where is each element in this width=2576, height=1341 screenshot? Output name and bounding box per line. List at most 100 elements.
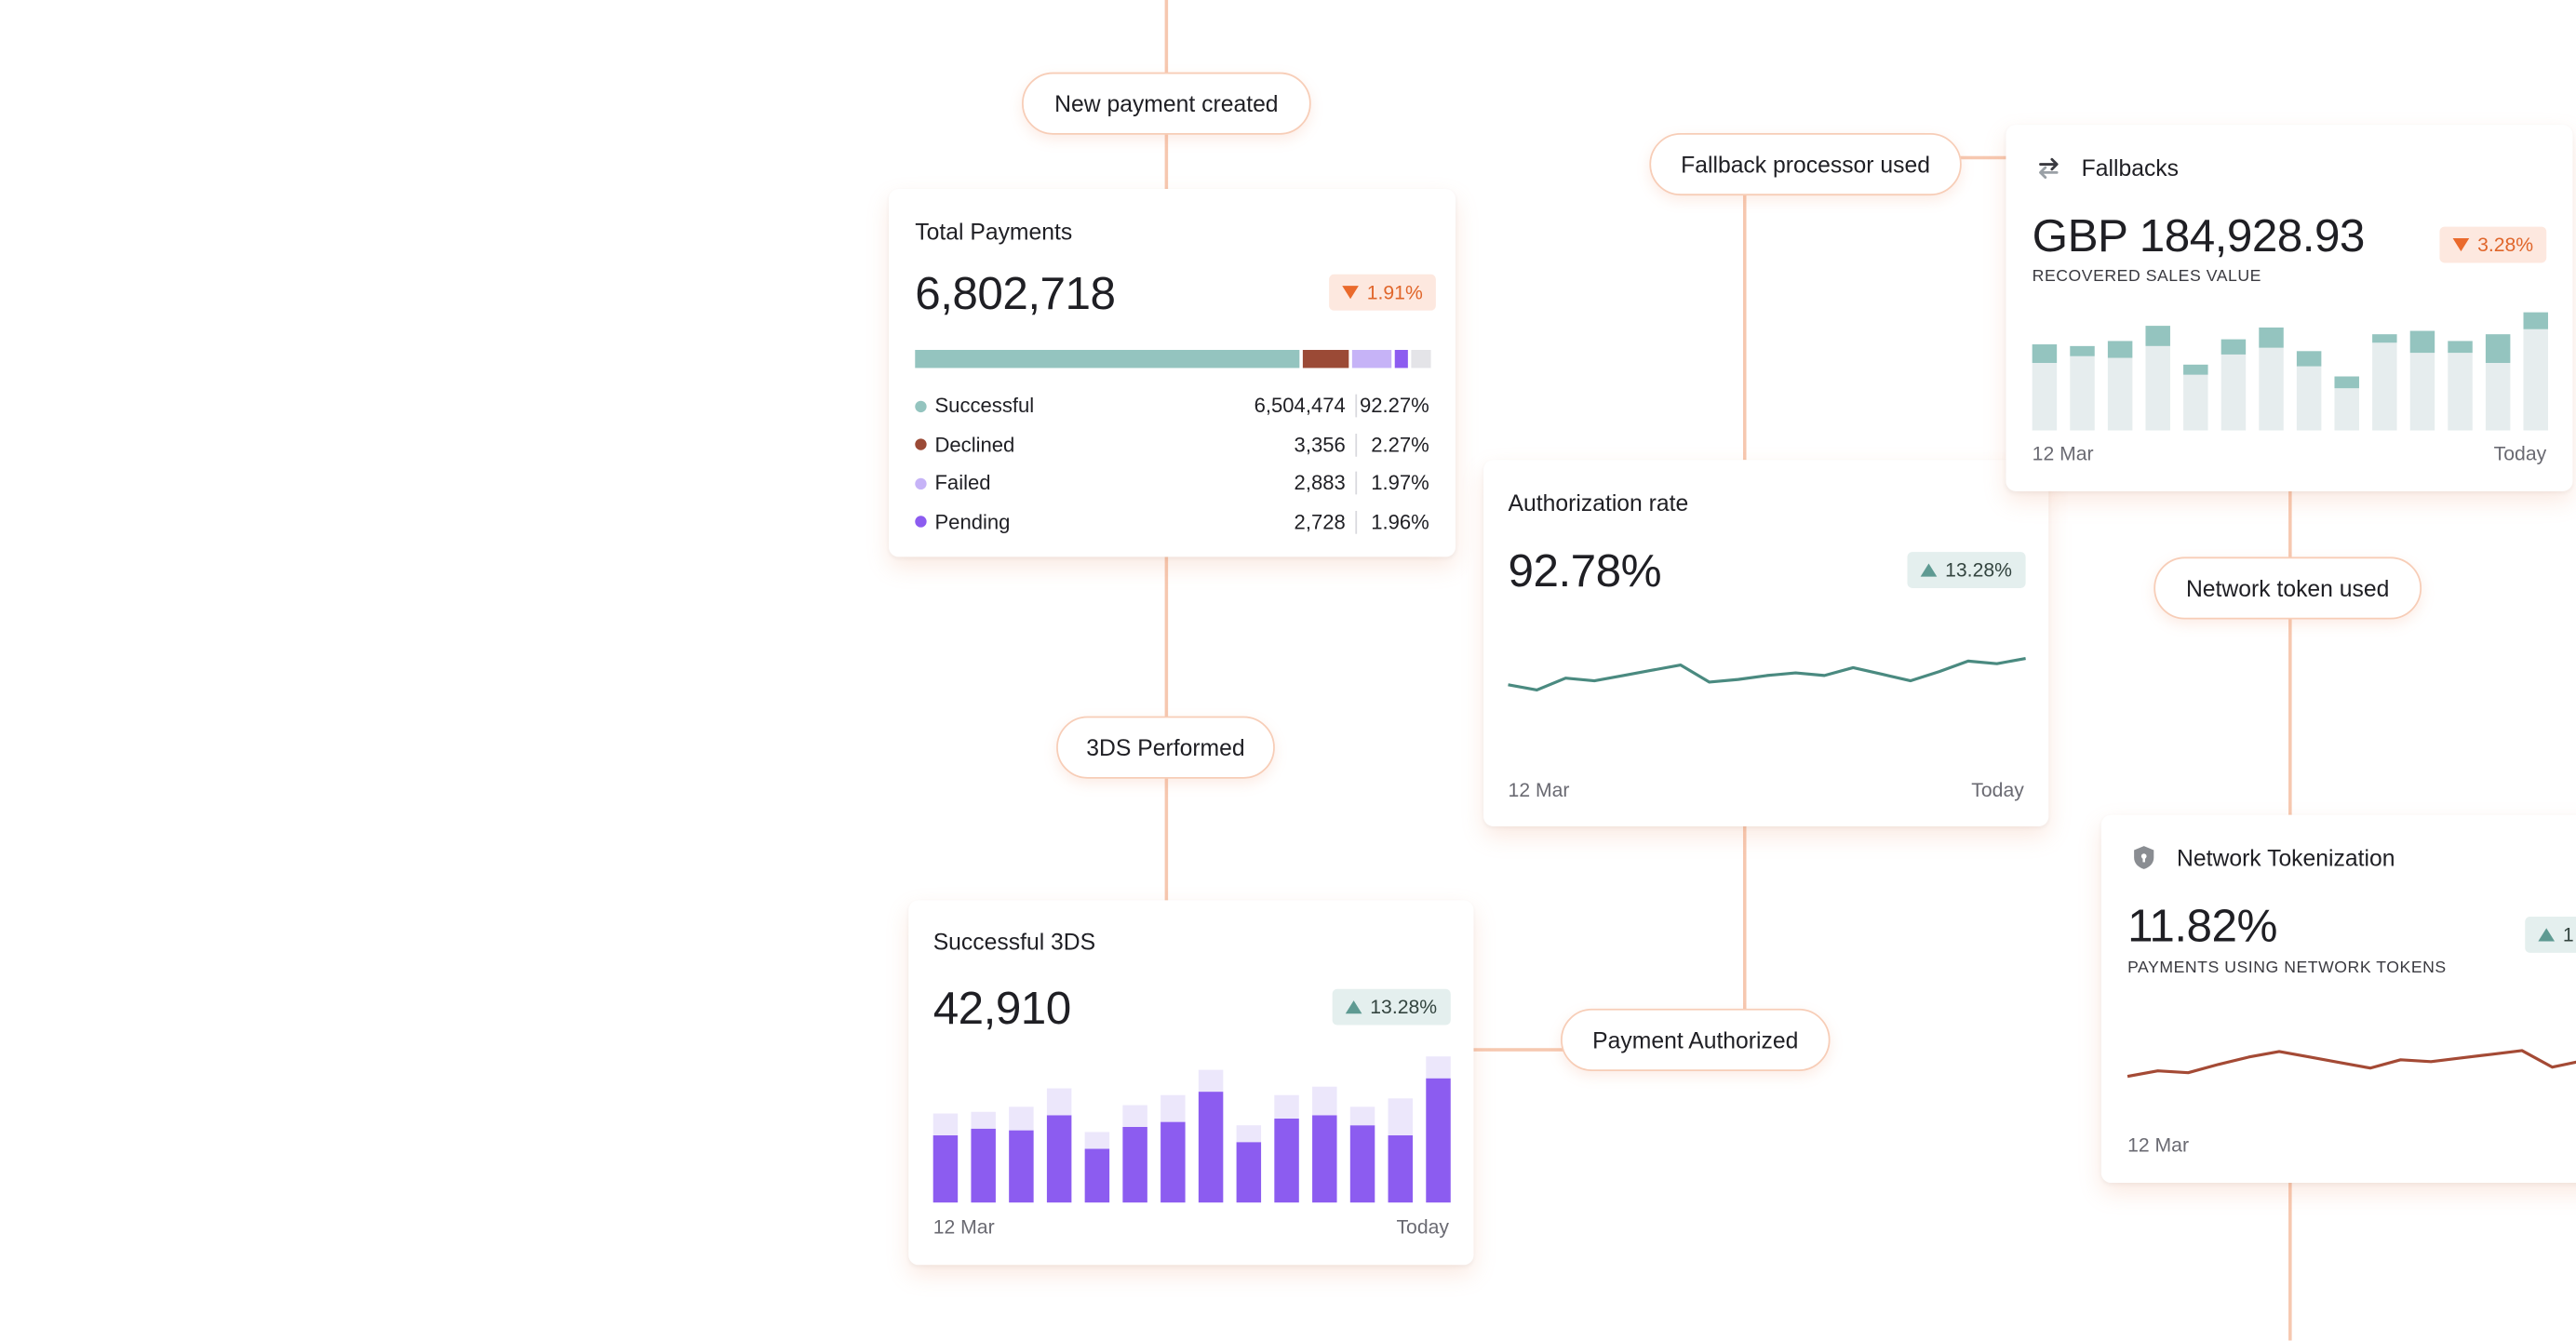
card-title: Fallbacks xyxy=(2081,154,2180,181)
successful-3ds-bar-1-s0 xyxy=(971,1128,996,1203)
successful-3ds-bar-1-s1 xyxy=(971,1111,996,1129)
successful-3ds-bar-5-s1 xyxy=(1122,1105,1147,1127)
authorization-rate-line xyxy=(1508,656,2026,692)
fallbacks-bar-10-s0 xyxy=(2409,353,2435,431)
fallbacks-bar-10-s1 xyxy=(2409,330,2435,354)
fallbacks-bar-13-s1 xyxy=(2523,312,2548,329)
fallbacks-bar-3-s0 xyxy=(2145,345,2170,431)
successful-3ds-bar-11-s0 xyxy=(1349,1125,1375,1203)
bar-segment-failed xyxy=(1351,350,1391,369)
legend-row-successful: Successful 6,504,474 92.27% xyxy=(915,393,1429,419)
fallbacks-value: GBP 184,928.93 xyxy=(2032,209,2366,261)
legend-name: Failed xyxy=(934,471,991,495)
change-badge: 13.28% xyxy=(1332,988,1451,1026)
successful-3ds-bar-9-s0 xyxy=(1274,1118,1299,1203)
legend-row-declined: Declined 3,356 2.27% xyxy=(915,431,1429,457)
bar-segment-pending xyxy=(1394,350,1408,369)
successful-3ds-bar-3-s0 xyxy=(1046,1115,1072,1203)
fallbacks-bar-11-s1 xyxy=(2448,341,2473,354)
fallbacks-bar-6-s1 xyxy=(2259,327,2284,348)
trend-up-icon xyxy=(2538,928,2556,942)
flow-label-payment-authorized: Payment Authorized xyxy=(1561,1008,1831,1071)
x-axis-start-label: 12 Mar xyxy=(2032,441,2094,465)
trend-up-icon xyxy=(1920,563,1938,577)
legend-count: 3,356 xyxy=(1230,433,1358,456)
change-badge: 13.28% xyxy=(1907,552,2026,588)
flow-line-network-bottom xyxy=(2288,1183,2292,1341)
flow-line-3ds-auth xyxy=(1471,1048,1564,1052)
successful-3ds-bar-7-s0 xyxy=(1198,1092,1224,1203)
successful-3ds-bar-13-s0 xyxy=(1426,1078,1451,1203)
legend-dot xyxy=(915,438,927,450)
successful-3ds-bar-13-s1 xyxy=(1426,1056,1451,1079)
card-title: Authorization rate xyxy=(1508,489,1689,516)
fallbacks-card: Fallbacks GBP 184,928.93 RECOVERED SALES… xyxy=(2006,125,2573,491)
total-payments-value: 6,802,718 xyxy=(915,267,1116,319)
trend-down-icon xyxy=(1342,286,1359,300)
fallbacks-bar-12-s0 xyxy=(2485,362,2511,431)
bar-segment-remainder xyxy=(1411,350,1431,369)
fallbacks-bar-4-s1 xyxy=(2183,364,2208,375)
trend-down-icon xyxy=(2452,237,2470,252)
successful-3ds-bar-6-s0 xyxy=(1161,1121,1186,1203)
successful-3ds-bar-12-s0 xyxy=(1388,1135,1414,1203)
authorization-rate-card: Authorization rate 92.78% 13.28% 12 Mar … xyxy=(1483,460,2049,826)
legend-name: Pending xyxy=(934,510,1011,533)
successful-3ds-bar-4-s1 xyxy=(1084,1132,1110,1149)
x-axis-end-label: Today xyxy=(1971,778,2024,802)
bar-segment-declined xyxy=(1303,350,1349,369)
fallbacks-bar-12-s1 xyxy=(2485,334,2511,363)
change-badge: 1.91% xyxy=(1329,274,1436,311)
legend-dot xyxy=(915,399,927,412)
change-badge: 3.28% xyxy=(2439,226,2547,263)
status-distribution-bar xyxy=(915,350,1431,369)
fallbacks-bar-7-s1 xyxy=(2296,351,2322,367)
network-tokenization-caption: PAYMENTS USING NETWORK TOKENS xyxy=(2127,959,2447,978)
total-payments-card: Total Payments 6,802,718 1.91% Successfu… xyxy=(889,189,1456,557)
successful-3ds-bar-4-s0 xyxy=(1084,1148,1110,1203)
legend-percent: 1.97% xyxy=(1371,471,1429,495)
legend-count: 6,504,474 xyxy=(1230,394,1358,418)
successful-3ds-bar-0-s1 xyxy=(932,1113,959,1136)
fallbacks-bar-9-s0 xyxy=(2372,342,2397,431)
fallbacks-bar-7-s0 xyxy=(2296,366,2322,431)
network-tokenization-value: 11.82% xyxy=(2127,900,2277,952)
successful-3ds-bar-7-s1 xyxy=(1198,1069,1224,1093)
bar-segment-successful xyxy=(915,350,1300,369)
x-axis-end-label: Today xyxy=(1396,1215,1449,1240)
successful-3ds-bar-9-s1 xyxy=(1274,1094,1299,1119)
x-axis-start-label: 12 Mar xyxy=(932,1215,995,1240)
successful-3ds-value: 42,910 xyxy=(932,982,1072,1034)
network-tokenization-chart xyxy=(2127,1049,2576,1079)
fallbacks-bar-13-s0 xyxy=(2523,329,2548,431)
card-title: Network Tokenization xyxy=(2177,844,2395,871)
authorization-rate-value: 92.78% xyxy=(1508,545,1662,597)
badge-value: 13.28% xyxy=(1945,558,2012,582)
fallbacks-bar-3-s1 xyxy=(2145,326,2170,346)
fallbacks-bar-1-s0 xyxy=(2070,355,2095,431)
flow-label-three-ds: 3DS Performed xyxy=(1056,716,1275,779)
legend-row-pending: Pending 2,728 1.96% xyxy=(915,508,1429,534)
legend-percent: 1.96% xyxy=(1371,510,1429,533)
fallbacks-bar-8-s1 xyxy=(2334,376,2359,389)
flow-label-fallback-used: Fallback processor used xyxy=(1649,132,1962,196)
successful-3ds-bar-11-s1 xyxy=(1349,1106,1375,1126)
legend-name: Successful xyxy=(934,394,1035,418)
badge-value: 3.28% xyxy=(2477,233,2534,257)
successful-3ds-bar-0-s0 xyxy=(932,1135,959,1203)
legend-name: Declined xyxy=(934,433,1015,456)
fallbacks-bar-8-s0 xyxy=(2334,388,2359,431)
x-axis-start-label: 12 Mar xyxy=(2127,1133,2190,1157)
successful-3ds-bar-12-s1 xyxy=(1388,1098,1414,1136)
fallbacks-bar-6-s0 xyxy=(2259,347,2284,431)
trend-up-icon xyxy=(1345,1000,1362,1014)
flow-line-auth xyxy=(1742,164,1747,461)
x-axis-start-label: 12 Mar xyxy=(1508,778,1570,802)
card-title: Total Payments xyxy=(915,218,1073,246)
flow-line-network xyxy=(2288,490,2292,820)
badge-value: 1 xyxy=(2562,923,2574,946)
fallbacks-bar-2-s0 xyxy=(2107,357,2133,431)
fallbacks-bar-11-s0 xyxy=(2448,353,2473,431)
successful-3ds-bar-2-s1 xyxy=(1009,1106,1034,1131)
successful-3ds-chart xyxy=(932,1056,1451,1203)
